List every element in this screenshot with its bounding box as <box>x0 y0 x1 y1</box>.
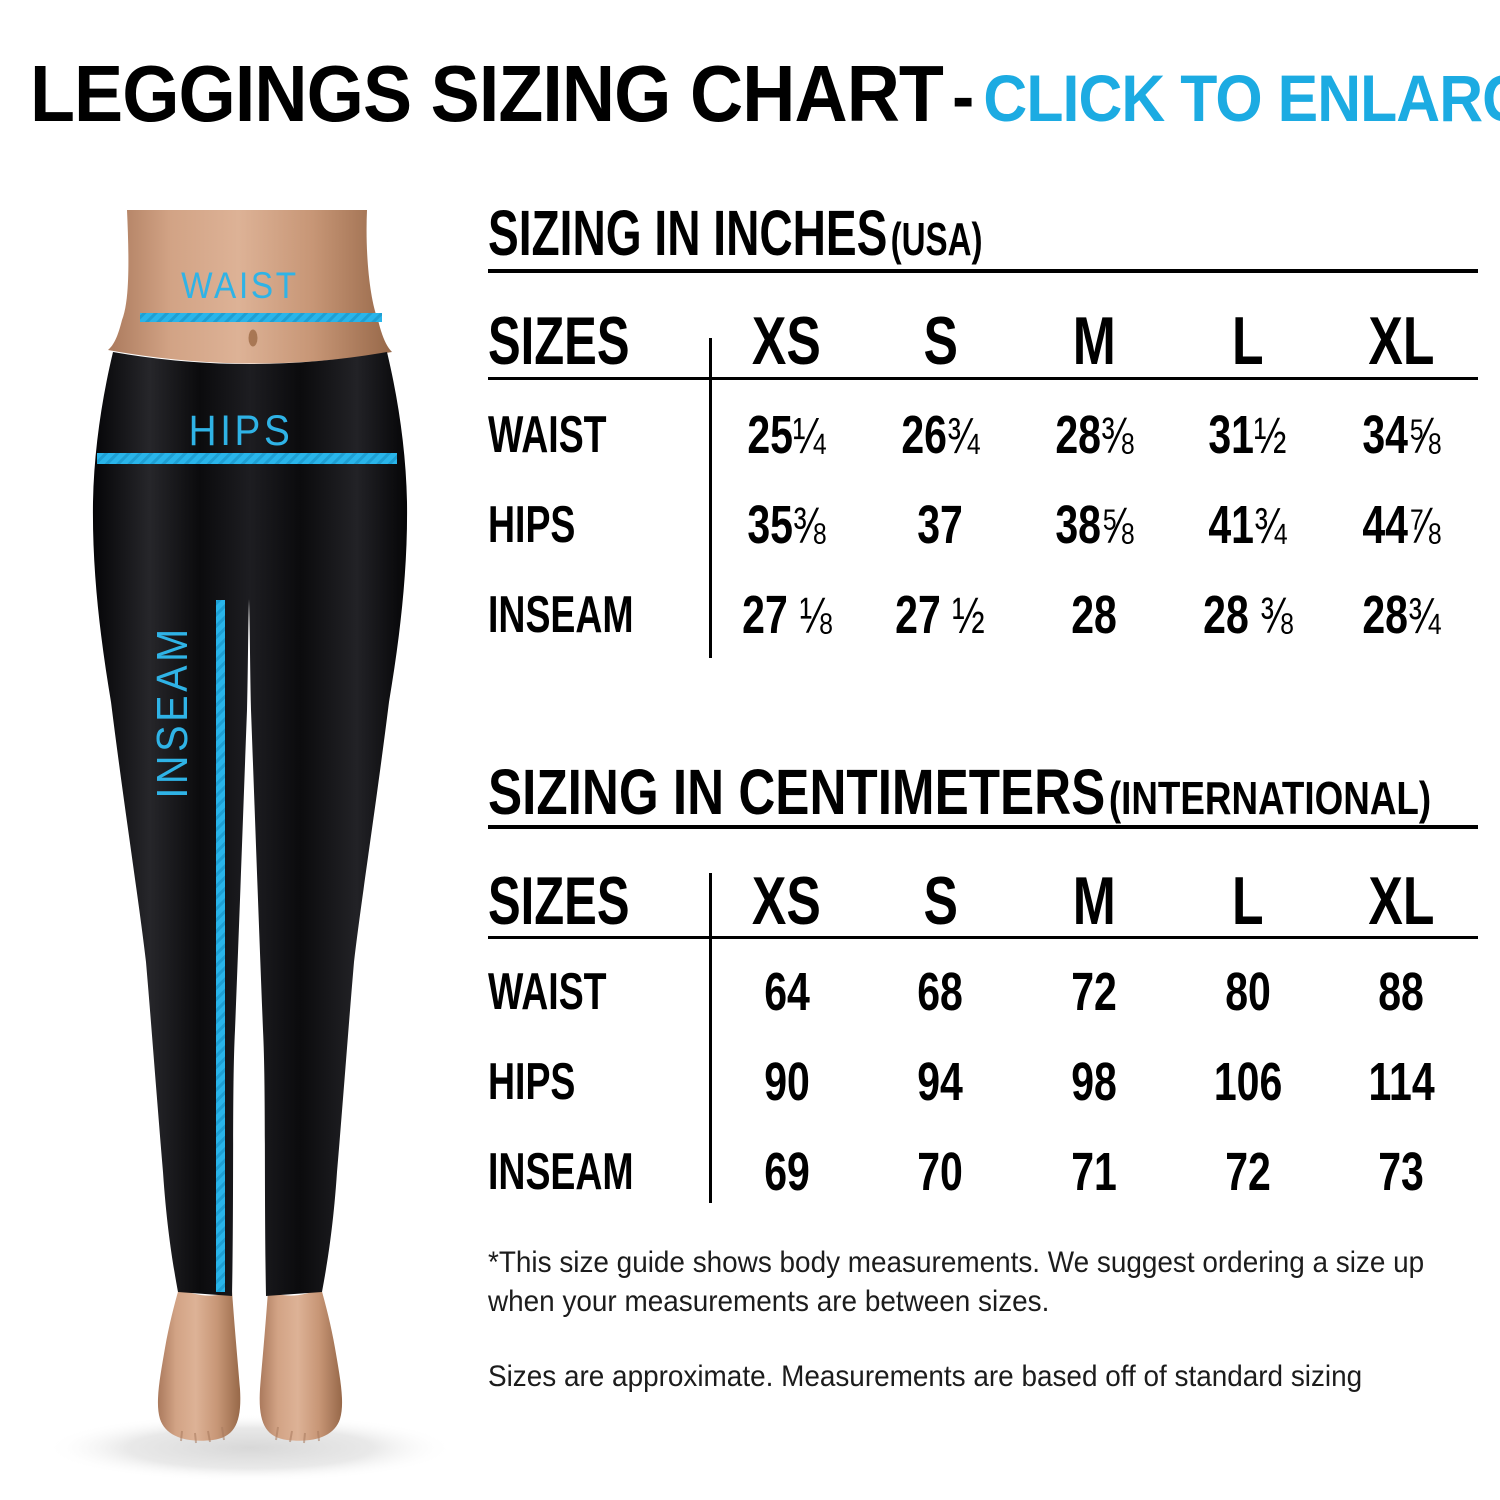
title-main: LEGGINGS SIZING CHART <box>30 49 944 138</box>
table-cell: 106 <box>1213 1052 1282 1112</box>
table-cell: 69 <box>763 1142 810 1202</box>
header-cell-xl: XL <box>1368 303 1435 379</box>
table-cell: 38⅝ <box>1054 495 1134 555</box>
right-foot <box>259 1288 343 1441</box>
table-cell: 28 <box>1071 585 1117 645</box>
table-cell: 90 <box>763 1052 810 1112</box>
table-cell: 27 ⅛ <box>742 585 832 645</box>
leggings <box>92 352 408 1296</box>
table-row-hips: HIPS 35⅜ 37 38⅝ 41¾ 44⅞ <box>488 480 1478 570</box>
table-cell: 68 <box>917 962 964 1022</box>
left-foot <box>157 1288 241 1441</box>
table-row-inseam: INSEAM 69 70 71 72 73 <box>488 1127 1478 1217</box>
column-separator <box>709 873 712 1203</box>
header-cell-l: L <box>1231 863 1264 939</box>
hips-label: HIPS <box>189 406 294 454</box>
table-cell: 37 <box>917 495 964 555</box>
table-row-hips: HIPS 90 94 98 106 114 <box>488 1037 1478 1127</box>
table-cell: 70 <box>917 1142 964 1202</box>
row-label: INSEAM <box>488 586 634 644</box>
row-label: HIPS <box>488 1053 576 1111</box>
toe-lines <box>180 1426 320 1444</box>
sizing-in-centimeters-heading: SIZING IN CENTIMETERS (INTERNATIONAL) <box>488 760 1478 829</box>
table-cell: 98 <box>1071 1052 1117 1112</box>
leggings-figure: WAIST HIPS INSEAM <box>45 210 455 1482</box>
table-body: WAIST 64 68 72 80 88 HIPS 90 94 98 106 1… <box>488 939 1478 1217</box>
table-cell: 72 <box>1224 1142 1271 1202</box>
footer-notes: *This size guide shows body measurements… <box>488 1243 1455 1396</box>
heading-text: SIZING IN INCHES <box>488 197 888 269</box>
note-secondary: Sizes are approximate. Measurements are … <box>488 1360 1363 1393</box>
table-cell: 28⅜ <box>1054 405 1134 465</box>
navel <box>248 329 258 347</box>
table-cell: 25¼ <box>747 405 826 465</box>
header-cell-m: M <box>1072 303 1116 379</box>
row-label: WAIST <box>488 963 607 1021</box>
inseam-label: INSEAM <box>147 625 196 798</box>
heading-region: (USA) <box>890 213 983 265</box>
header-cell-sizes: SIZES <box>488 863 630 939</box>
waist-measure-line <box>140 313 382 322</box>
table-cell: 26¾ <box>901 405 980 465</box>
inseam-measure-line <box>216 600 225 1292</box>
header-row: SIZES XS S M L XL <box>488 867 1478 939</box>
click-to-enlarge-link[interactable]: CLICK TO ENLARGE <box>983 61 1500 135</box>
header-row: SIZES XS S M L XL <box>488 305 1478 380</box>
table-cell: 35⅜ <box>747 495 826 555</box>
table-body: WAIST 25¼ 26¾ 28⅜ 31½ 34⅝ HIPS 35⅜ 37 38… <box>488 380 1478 660</box>
row-label: INSEAM <box>488 1143 634 1201</box>
header-cell-m: M <box>1072 863 1116 939</box>
table-cell: 114 <box>1368 1052 1435 1112</box>
floor-shadow <box>45 1414 455 1482</box>
row-label: WAIST <box>488 406 607 464</box>
note-primary: *This size guide shows body measurements… <box>488 1246 1425 1318</box>
hips-measure-line <box>97 453 397 464</box>
table-row-inseam: INSEAM 27 ⅛ 27 ½ 28 28 ⅜ 28¾ <box>488 570 1478 660</box>
header-cell-xs: XS <box>752 863 822 939</box>
table-row-waist: WAIST 25¼ 26¾ 28⅜ 31½ 34⅝ <box>488 390 1478 480</box>
table-cell: 28¾ <box>1362 585 1441 645</box>
header-cell-sizes: SIZES <box>488 303 630 379</box>
sizing-table-inches: SIZING IN INCHES (USA) SIZES XS S M L XL… <box>488 201 1478 660</box>
table-cell: 34⅝ <box>1362 405 1441 465</box>
table-cell: 31½ <box>1208 405 1287 465</box>
header-cell-s: S <box>923 863 958 939</box>
table-cell: 73 <box>1378 1142 1425 1202</box>
header-cell-xl: XL <box>1368 863 1435 939</box>
waist-label: WAIST <box>181 265 299 306</box>
sizing-table-centimeters: SIZING IN CENTIMETERS (INTERNATIONAL) SI… <box>488 760 1478 1217</box>
heading-region: (INTERNATIONAL) <box>1108 772 1432 824</box>
table-cell: 88 <box>1378 962 1425 1022</box>
table-cell: 80 <box>1224 962 1271 1022</box>
table-cell: 27 ½ <box>895 585 986 645</box>
table-cell: 64 <box>763 962 810 1022</box>
header-cell-s: S <box>923 303 958 379</box>
page-title: LEGGINGS SIZING CHART-CLICK TO ENLARGE <box>30 48 1500 140</box>
table-cell: 72 <box>1071 962 1117 1022</box>
table-cell: 94 <box>917 1052 964 1112</box>
table-cell: 28 ⅜ <box>1202 585 1293 645</box>
row-label: HIPS <box>488 496 576 554</box>
table-cell: 71 <box>1071 1142 1117 1202</box>
header-cell-xs: XS <box>752 303 822 379</box>
title-separator: - <box>952 57 975 137</box>
heading-text: SIZING IN CENTIMETERS <box>488 756 1106 828</box>
table-row-waist: WAIST 64 68 72 80 88 <box>488 947 1478 1037</box>
table-cell: 41¾ <box>1208 495 1287 555</box>
sizing-in-inches-heading: SIZING IN INCHES (USA) <box>488 201 1478 273</box>
table-cell: 44⅞ <box>1362 495 1441 555</box>
column-separator <box>709 338 712 658</box>
header-cell-l: L <box>1231 303 1264 379</box>
torso-skin <box>108 210 392 364</box>
